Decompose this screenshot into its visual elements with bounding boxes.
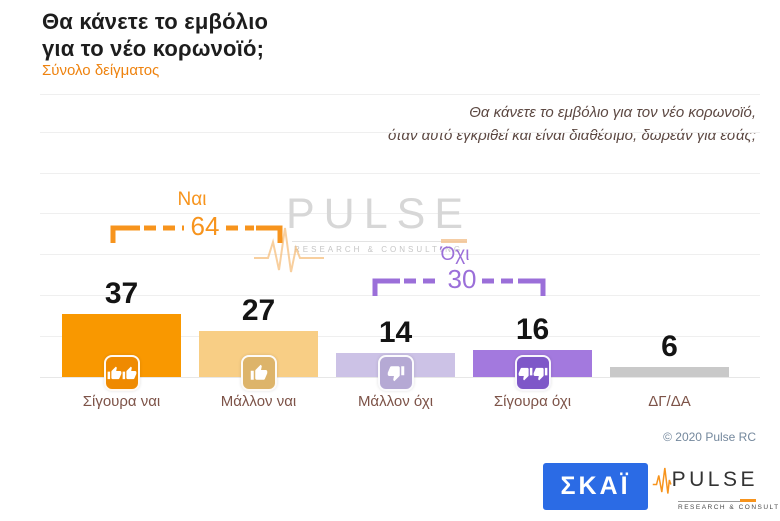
gridline [40,254,760,255]
skai-logo-text: ΣΚΑΪ [560,472,631,500]
survey-question-line1: Θα κάνετε το εμβόλιο για τον νέο κορωνοϊ… [469,104,756,121]
page-title: Θα κάνετε το εμβόλιο για το νέο κορωνοϊό… [42,8,268,62]
pulse-logo-sub: RESEARCH & CONSULTING [678,504,780,511]
bar-category-label: ΔΓ/ΔΑ [648,393,691,410]
pulse-logo-rule [678,499,756,502]
watermark-rule [292,239,467,243]
gridline [40,173,760,174]
pulse-logo-orange-mark [740,499,756,502]
watermark-orange-mark [441,239,467,243]
gridline [40,336,760,337]
thumbs-down-double-icon [514,355,551,391]
heartbeat-icon [254,227,324,273]
gridline [40,132,760,133]
bar-value-label: 6 [661,330,678,363]
gridline [40,94,760,95]
gridline [40,295,760,296]
bar-category-label: Μάλλον ναι [220,393,297,410]
copyright-text: © 2020 Pulse RC [663,430,756,444]
skai-logo: ΣΚΑΪ [543,463,648,510]
thumbs-up-double-icon [103,355,140,391]
page-title-line2: για το νέο κορωνοϊό; [42,36,265,61]
watermark-word: PULSE [286,190,473,238]
no-group-value: 30 [447,264,477,294]
bar-category-label: Σίγουρα ναι [82,393,161,410]
survey-question: Θα κάνετε το εμβόλιο για τον νέο κορωνοϊ… [388,101,756,147]
bar-value-label: 37 [104,277,139,310]
bar-value-label: 16 [515,313,550,346]
bar-value-label: 14 [378,316,413,349]
thumbs-down-icon [377,355,414,391]
yes-group-value: 64 [190,211,220,241]
gridline [40,213,760,214]
bar-value-label: 27 [241,294,276,327]
survey-question-line2: όταν αυτό εγκριθεί και είναι διαθέσιμο, … [387,127,756,144]
yes-group-label: Ναι [177,189,207,210]
pulse-logo-word: PULSE [671,468,758,491]
page-title-line1: Θα κάνετε το εμβόλιο [42,9,269,34]
heartbeat-icon [652,467,672,494]
page-subtitle: Σύνολο δείγματος [42,62,160,79]
no-group-label: Όχι [440,244,470,265]
pulse-logo: PULSE RESEARCH & CONSULTING [652,460,780,511]
bar-category-label: Σίγουρα όχι [493,393,572,410]
bar-category-label: Μάλλον όχι [357,393,434,410]
thumbs-up-icon [240,355,277,391]
bar-5 [610,367,729,377]
